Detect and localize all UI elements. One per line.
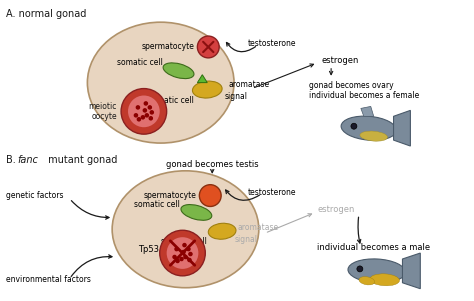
Text: somatic cell: somatic cell bbox=[147, 96, 193, 105]
Circle shape bbox=[144, 101, 148, 106]
Ellipse shape bbox=[360, 131, 388, 141]
Text: spermatocyte: spermatocyte bbox=[144, 191, 196, 200]
Text: Tp53: Tp53 bbox=[138, 245, 159, 253]
Ellipse shape bbox=[208, 223, 236, 239]
Text: spermatocyte: spermatocyte bbox=[142, 42, 194, 51]
Circle shape bbox=[183, 255, 188, 259]
Circle shape bbox=[179, 257, 184, 261]
Ellipse shape bbox=[370, 274, 400, 286]
Circle shape bbox=[147, 105, 152, 110]
Text: somatic cell: somatic cell bbox=[162, 237, 207, 246]
Text: A. normal gonad: A. normal gonad bbox=[6, 9, 87, 19]
Circle shape bbox=[160, 230, 205, 276]
Circle shape bbox=[197, 36, 219, 58]
Circle shape bbox=[182, 243, 187, 247]
Text: meiotic
oocyte: meiotic oocyte bbox=[89, 102, 117, 121]
Polygon shape bbox=[402, 253, 420, 289]
Circle shape bbox=[187, 258, 191, 262]
Ellipse shape bbox=[192, 81, 222, 98]
Text: estrogen: estrogen bbox=[321, 56, 359, 65]
Ellipse shape bbox=[341, 116, 396, 140]
Ellipse shape bbox=[112, 171, 259, 288]
Circle shape bbox=[145, 113, 149, 118]
Circle shape bbox=[134, 113, 138, 118]
Circle shape bbox=[173, 255, 177, 259]
Text: B.: B. bbox=[6, 155, 19, 165]
Circle shape bbox=[136, 105, 140, 110]
Circle shape bbox=[174, 247, 179, 251]
Circle shape bbox=[188, 252, 193, 256]
Text: environmental factors: environmental factors bbox=[6, 275, 91, 284]
Circle shape bbox=[175, 259, 180, 263]
Text: gonad becomes testis: gonad becomes testis bbox=[166, 160, 258, 169]
Circle shape bbox=[137, 117, 141, 122]
Circle shape bbox=[357, 266, 363, 272]
Circle shape bbox=[200, 185, 221, 206]
Text: testosterone: testosterone bbox=[248, 188, 296, 197]
Circle shape bbox=[128, 95, 160, 127]
Polygon shape bbox=[197, 75, 207, 83]
Text: individual becomes a male: individual becomes a male bbox=[317, 243, 430, 252]
Text: estrogen: estrogen bbox=[317, 205, 355, 214]
Text: genetic factors: genetic factors bbox=[6, 191, 64, 200]
Text: aromatase: aromatase bbox=[238, 223, 279, 232]
Ellipse shape bbox=[163, 63, 194, 79]
Text: fanc: fanc bbox=[17, 155, 38, 165]
Text: signal: signal bbox=[224, 92, 247, 101]
Ellipse shape bbox=[87, 22, 234, 143]
Circle shape bbox=[148, 116, 153, 121]
Ellipse shape bbox=[359, 277, 374, 285]
Text: gonad becomes ovary
individual becomes a female: gonad becomes ovary individual becomes a… bbox=[310, 81, 419, 100]
Text: somatic cell: somatic cell bbox=[117, 58, 163, 67]
Text: mutant gonad: mutant gonad bbox=[45, 155, 117, 165]
Circle shape bbox=[186, 247, 191, 251]
Text: aromatase: aromatase bbox=[228, 80, 269, 89]
Circle shape bbox=[143, 108, 147, 113]
Circle shape bbox=[351, 123, 357, 129]
Circle shape bbox=[181, 250, 186, 254]
Polygon shape bbox=[393, 110, 410, 146]
Text: signal: signal bbox=[235, 235, 258, 244]
Ellipse shape bbox=[181, 205, 212, 220]
Ellipse shape bbox=[348, 259, 405, 283]
Circle shape bbox=[149, 110, 154, 115]
Circle shape bbox=[121, 88, 167, 134]
Circle shape bbox=[141, 115, 145, 119]
Polygon shape bbox=[361, 107, 374, 116]
Text: testosterone: testosterone bbox=[248, 39, 296, 48]
Text: somatic cell: somatic cell bbox=[134, 200, 180, 209]
Circle shape bbox=[167, 237, 198, 269]
